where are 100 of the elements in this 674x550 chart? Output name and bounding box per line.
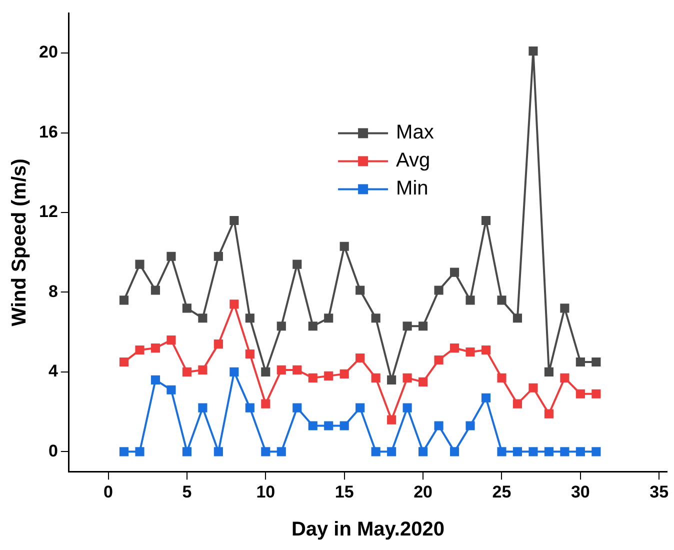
point — [528, 383, 538, 392]
point — [340, 369, 349, 378]
point — [308, 421, 318, 430]
y-axis-title: Wind Speed (m/s) — [8, 158, 31, 326]
legend-label: Avg — [396, 150, 430, 172]
point — [276, 322, 286, 331]
point — [245, 403, 254, 412]
point — [340, 242, 349, 251]
point — [402, 373, 412, 382]
point — [497, 296, 506, 305]
point — [292, 403, 302, 412]
x-tick-label: 30 — [570, 482, 590, 502]
point — [324, 314, 334, 323]
y-tick-label: 0 — [48, 441, 58, 460]
point — [261, 447, 270, 456]
point — [135, 260, 144, 269]
point — [150, 343, 160, 353]
point — [544, 409, 554, 418]
point — [544, 367, 554, 376]
point — [528, 46, 538, 56]
point — [308, 373, 318, 382]
point — [466, 296, 475, 305]
point — [450, 447, 460, 456]
point — [182, 447, 192, 456]
point — [214, 252, 223, 261]
point — [512, 447, 522, 456]
point — [528, 447, 538, 456]
point — [481, 216, 491, 226]
point — [230, 216, 239, 226]
point — [261, 399, 270, 408]
point — [245, 314, 254, 323]
point — [481, 393, 491, 402]
x-tick-label: 5 — [182, 482, 192, 502]
point — [387, 375, 396, 384]
point — [560, 447, 570, 456]
legend-label: Min — [396, 178, 428, 200]
point — [135, 447, 144, 456]
point — [119, 357, 129, 367]
point — [292, 365, 302, 374]
y-tick-label: 16 — [38, 122, 58, 142]
point — [576, 447, 585, 456]
point — [214, 340, 223, 349]
point — [324, 371, 334, 380]
point — [356, 403, 365, 412]
point — [150, 286, 160, 295]
x-tick-label: 20 — [414, 482, 433, 502]
point — [371, 373, 380, 382]
x-tick-label: 10 — [256, 482, 276, 502]
point — [560, 304, 570, 313]
point — [466, 347, 475, 357]
point — [576, 389, 585, 398]
point — [402, 403, 412, 412]
point — [276, 447, 286, 456]
point — [576, 357, 585, 367]
y-tick-label: 8 — [48, 282, 58, 301]
point — [214, 447, 223, 456]
point — [292, 260, 302, 269]
point — [497, 447, 506, 456]
point — [387, 447, 396, 456]
point — [560, 373, 570, 382]
point — [166, 252, 176, 261]
point — [544, 447, 554, 456]
x-tick-label: 15 — [334, 482, 354, 502]
point — [182, 367, 192, 376]
point — [592, 447, 601, 456]
point — [261, 367, 270, 376]
point — [150, 375, 160, 384]
point — [497, 373, 506, 382]
point — [512, 399, 522, 408]
point — [434, 355, 444, 365]
point — [276, 365, 286, 374]
point — [371, 447, 380, 456]
x-tick-label: 0 — [104, 482, 113, 502]
point — [324, 421, 334, 430]
point — [356, 353, 365, 363]
point — [434, 421, 444, 430]
x-tick-label: 35 — [650, 482, 669, 502]
point — [135, 345, 144, 355]
point — [418, 322, 428, 331]
point — [402, 322, 412, 331]
point — [418, 377, 428, 386]
point — [198, 403, 208, 412]
point — [481, 345, 491, 355]
point — [592, 389, 601, 398]
point — [466, 421, 475, 430]
y-tick-label: 20 — [38, 42, 58, 62]
point — [512, 314, 522, 323]
point — [182, 304, 192, 313]
point — [450, 343, 460, 353]
y-tick-label: 4 — [48, 362, 58, 381]
point — [308, 322, 318, 331]
point — [230, 300, 239, 309]
point — [387, 415, 396, 424]
point — [340, 421, 349, 430]
point — [166, 385, 176, 394]
point — [119, 447, 129, 456]
point — [119, 296, 129, 305]
x-axis-title: Day in May.2020 — [291, 518, 444, 541]
point — [198, 365, 208, 374]
point — [434, 286, 444, 295]
